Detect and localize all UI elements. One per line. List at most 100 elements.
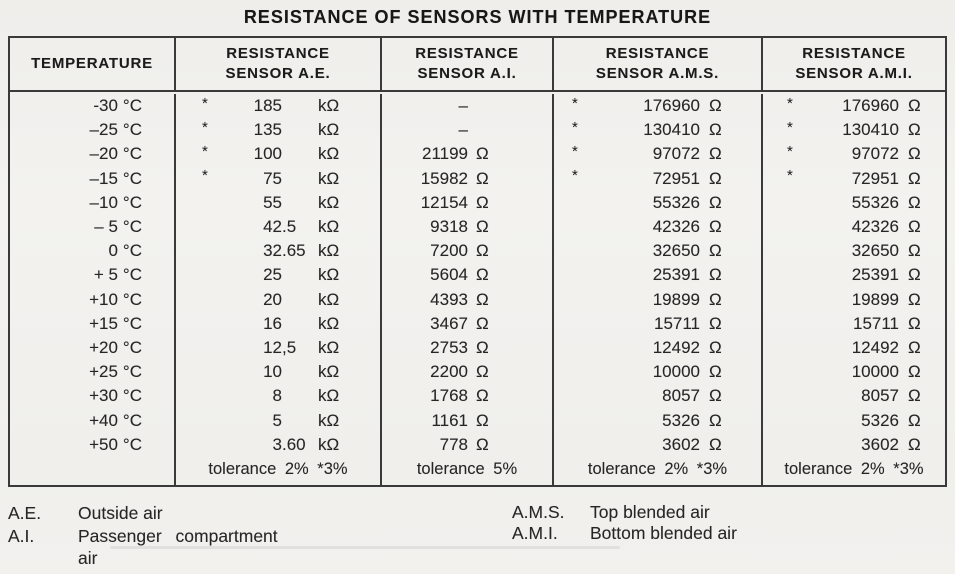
sensor-ams-unit: Ω [709, 410, 722, 430]
legend-desc-ae: Outside air [78, 503, 163, 523]
sensor-ams-cell: 42326 Ω [554, 214, 763, 240]
temperature-unit: °C [122, 96, 142, 116]
temperature-value: +40 [89, 410, 118, 430]
table-row: +10 °C 20 kΩ 4393 Ω 19899 Ω 19899 Ω [10, 287, 945, 312]
sensor-ami-unit: Ω [908, 265, 921, 285]
sensor-ae-unit: kΩ [318, 410, 340, 430]
sensor-ae-unit: kΩ [318, 337, 340, 357]
sensor-ams-unit: Ω [709, 265, 722, 285]
sensor-ams-unit: Ω [709, 217, 722, 237]
temperature-value: +50 [89, 434, 118, 454]
temperature-cell: +30 °C [10, 384, 176, 409]
legend-desc-ams: Top blended air [590, 502, 710, 522]
temperature-unit: °C [122, 265, 142, 285]
sensor-ae-value: 25 [263, 265, 282, 285]
temperature-value: -30 [93, 96, 118, 116]
sensor-ams-unit: Ω [709, 96, 722, 116]
sensor-ams-value: 72951 [652, 168, 700, 188]
sensor-ami-value: 42326 [851, 217, 899, 237]
legend-abbr-ami: A.M.I. [512, 523, 558, 543]
temperature-cell: –20 °C [10, 142, 176, 167]
sensor-ae-value: 32 [263, 241, 282, 261]
sensor-ai-unit: Ω [476, 362, 489, 382]
temperature-cell: +40 °C [10, 408, 176, 433]
sensor-ami-cell: 32650 Ω [763, 239, 945, 263]
sensor-ai-value: 9318 [430, 217, 468, 237]
table-row: – 5 °C 42 .5 kΩ 9318 Ω 42326 Ω 42326 [10, 214, 945, 240]
sensor-ami-value: 130410 [842, 120, 899, 140]
sensor-ae-value: 55 [263, 192, 282, 212]
sensor-ami-unit: Ω [908, 96, 921, 116]
sensor-ai-value: 21199 [421, 144, 468, 164]
sensor-ae-cell: * 100 kΩ [176, 142, 382, 167]
tolerance-sensor-ae: tolerance 2% *3% [176, 457, 382, 485]
sensor-ae-unit: kΩ [318, 168, 340, 188]
sensor-ae-value: 10 [263, 362, 282, 382]
sensor-ami-value: 15711 [852, 313, 899, 333]
legend-left: A.E. Outside air A.I. Passenger compartm… [8, 502, 278, 570]
sensor-ai-unit: Ω [476, 265, 489, 285]
sensor-ami-unit: Ω [908, 337, 921, 357]
temperature-cell: – 5 °C [10, 214, 176, 240]
sensor-ami-unit: Ω [908, 168, 921, 188]
sensor-ae-unit: kΩ [318, 120, 340, 140]
sensor-ams-value: 55326 [652, 192, 700, 212]
table-row: –25 °C * 135 kΩ – * 130410 Ω * 130410 [10, 118, 945, 143]
sensor-ai-unit: Ω [476, 337, 489, 357]
table-row: +25 °C 10 kΩ 2200 Ω 10000 Ω 10000 Ω [10, 360, 945, 385]
asterisk-marker: * [572, 167, 578, 185]
sensor-ams-unit: Ω [709, 192, 722, 212]
sensor-ams-cell: 25391 Ω [554, 263, 763, 288]
table-row: –15 °C * 75 kΩ 15982 Ω * 72951 Ω * 72951 [10, 166, 945, 191]
asterisk-marker: * [572, 142, 578, 160]
sensor-ae-value: 12 [263, 337, 282, 357]
sensor-ami-unit: Ω [908, 410, 921, 430]
sensor-ami-unit: Ω [908, 313, 921, 333]
sensor-ami-cell: 19899 Ω [763, 288, 945, 312]
sensor-ams-value: 32650 [652, 241, 700, 261]
sensor-ami-unit: Ω [908, 144, 921, 164]
sensor-ami-value: 12492 [851, 337, 899, 357]
sensor-ae-cell: 3 .60 kΩ [176, 432, 382, 457]
temperature-unit: °C [122, 217, 142, 237]
sensor-ami-unit: Ω [908, 362, 921, 382]
col-header-sensor-ai-line2: SENSOR A.I. [417, 65, 517, 82]
sensor-ams-value: 5326 [662, 410, 700, 430]
table-row: 0 °C 32 .65 kΩ 7200 Ω 32650 Ω 32650 Ω [10, 239, 945, 264]
sensor-ami-cell: 12492 Ω [763, 336, 945, 360]
legend-desc-ami: Bottom blended air [590, 523, 737, 543]
sensor-ami-unit: Ω [908, 120, 921, 140]
sensor-ami-cell: 42326 Ω [763, 215, 945, 239]
temperature-cell: 0 °C [10, 239, 176, 264]
sensor-ams-cell: * 130410 Ω [554, 118, 763, 143]
resistance-table: TEMPERATURE RESISTANCE SENSOR A.E. RESIS… [8, 36, 947, 487]
asterisk-marker: * [202, 167, 208, 185]
table-row: –20 °C * 100 kΩ 21199 Ω * 97072 Ω * 9707… [10, 142, 945, 167]
sensor-ams-value: 3602 [662, 434, 700, 454]
temperature-unit: °C [122, 410, 142, 430]
table-body: -30 °C * 185 kΩ – * 176960 Ω * 176960 [10, 94, 945, 457]
sensor-ai-cell: – [382, 118, 554, 143]
legend-abbr-ai: A.I. [8, 525, 35, 546]
sensor-ae-unit: kΩ [318, 144, 340, 164]
sensor-ami-value: 176960 [842, 96, 899, 116]
asterisk-marker: * [787, 118, 793, 136]
sensor-ams-unit: Ω [709, 337, 722, 357]
sensor-ai-value: 12154 [420, 192, 468, 212]
legend-right: A.M.S. Top blended air A.M.I. Bottom ble… [512, 502, 737, 544]
sensor-ami-cell: 3602 Ω [763, 433, 945, 457]
temperature-unit: °C [122, 144, 142, 164]
sensor-ai-cell: 7200 Ω [382, 239, 554, 264]
temperature-value: –10 [89, 192, 118, 212]
sensor-ami-cell: 10000 Ω [763, 360, 945, 384]
sensor-ami-value: 19899 [851, 289, 899, 309]
sensor-ae-value: 20 [263, 289, 282, 309]
sensor-ae-unit: kΩ [318, 289, 340, 309]
sensor-ai-value: 778 [439, 434, 468, 454]
sensor-ami-value: 10000 [851, 362, 899, 382]
temperature-cell: +25 °C [10, 360, 176, 385]
sensor-ami-cell: 25391 Ω [763, 263, 945, 287]
sensor-ae-decimal: .5 [282, 217, 297, 237]
col-header-sensor-ai-line1: RESISTANCE [415, 45, 519, 62]
col-header-sensor-ams-line1: RESISTANCE [605, 45, 710, 62]
